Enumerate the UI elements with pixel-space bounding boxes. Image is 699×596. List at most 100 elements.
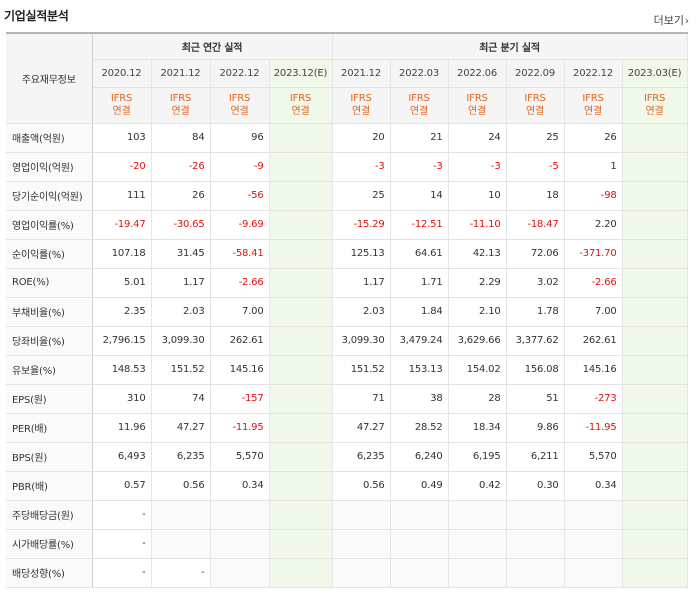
table-cell	[269, 268, 333, 298]
table-cell: 0.57	[92, 471, 152, 501]
table-row: EPS(원) 310 74 -157 71 38 28 51 -273	[6, 384, 688, 414]
ifrs-line2: 연결	[291, 106, 310, 117]
table-cell	[622, 239, 688, 269]
table-cell: 107.18	[92, 239, 152, 269]
table-cell: 72.06	[506, 239, 565, 269]
table-cell: 0.30	[506, 471, 565, 501]
table-cell: 1.17	[331, 268, 391, 298]
table-cell: 84	[151, 122, 211, 153]
row-label: 배당성향(%)	[6, 558, 93, 588]
table-cell: -26	[151, 152, 211, 182]
table-cell: 24	[448, 122, 507, 153]
table-row: PER(배) 11.96 47.27 -11.95 47.27 28.52 18.34 9.8…	[6, 413, 688, 443]
table-cell: 47.27	[331, 413, 391, 443]
ifrs-line2: 연결	[230, 106, 249, 117]
table-cell	[506, 529, 565, 559]
table-cell: -3	[448, 152, 507, 182]
table-cell	[269, 442, 333, 472]
row-label: 영업이익(억원)	[6, 152, 93, 182]
table-cell	[622, 181, 688, 211]
table-cell: -	[151, 558, 211, 588]
table-cell: 2.03	[151, 297, 211, 327]
table-cell: -	[92, 529, 152, 559]
table-cell: 26	[564, 122, 623, 153]
table-cell: 2.10	[448, 297, 507, 327]
ifrs-line2: 연결	[645, 106, 664, 117]
table-cell	[622, 558, 688, 588]
table-cell: -58.41	[210, 239, 270, 269]
table-cell	[448, 529, 507, 559]
ifrs-label: IFRS 연결	[448, 87, 507, 124]
period-header: 2022.12	[564, 59, 623, 88]
table-row: 매출액(억원) 103 84 96 20 21 24 25 26	[6, 122, 688, 153]
table-cell	[564, 500, 623, 530]
period-header: 2023.03(E)	[622, 59, 688, 88]
table-cell	[331, 529, 391, 559]
table-cell: 2.03	[331, 297, 391, 327]
table-cell: 28.52	[390, 413, 449, 443]
table-cell	[622, 471, 688, 501]
table-cell: 3.02	[506, 268, 565, 298]
ifrs-label: IFRS 연결	[92, 87, 152, 124]
table-row: BPS(원) 6,493 6,235 5,570 6,235 6,240 6,195 6,21…	[6, 442, 688, 472]
ifrs-line1: IFRS	[408, 93, 430, 104]
table-cell: 262.61	[564, 326, 623, 356]
table-cell	[390, 558, 449, 588]
table-cell	[390, 529, 449, 559]
table-cell: 1.78	[506, 297, 565, 327]
table-cell	[622, 500, 688, 530]
table-cell: 96	[210, 122, 270, 153]
table-cell: -157	[210, 384, 270, 414]
ifrs-line1: IFRS	[350, 93, 372, 104]
table-cell: 10	[448, 181, 507, 211]
row-label: ROE(%)	[6, 268, 93, 298]
table-cell	[622, 442, 688, 472]
table-cell: 2.35	[92, 297, 152, 327]
table-row: 당기순이익(억원) 111 26 -56 25 14 10 18 -98	[6, 181, 688, 211]
row-label: PER(배)	[6, 413, 93, 443]
table-cell: 310	[92, 384, 152, 414]
table-cell: -19.47	[92, 210, 152, 240]
table-cell	[622, 210, 688, 240]
table-cell: 145.16	[564, 355, 623, 385]
table-cell: 148.53	[92, 355, 152, 385]
table-cell	[564, 529, 623, 559]
table-row: 배당성향(%) - -	[6, 558, 688, 588]
annual-group-header: 최근 연간 실적	[92, 32, 333, 60]
row-label: BPS(원)	[6, 442, 93, 472]
table-cell: 1.71	[390, 268, 449, 298]
table-cell	[622, 529, 688, 559]
table-cell: 6,493	[92, 442, 152, 472]
table-cell	[622, 268, 688, 298]
table-cell: 47.27	[151, 413, 211, 443]
ifrs-label: IFRS 연결	[331, 87, 391, 124]
table-cell: -2.66	[564, 268, 623, 298]
table-cell: -2.66	[210, 268, 270, 298]
table-cell: -3	[390, 152, 449, 182]
row-label: PBR(배)	[6, 471, 93, 501]
ifrs-label: IFRS 연결	[564, 87, 623, 124]
section-title: 기업실적분석	[4, 9, 69, 23]
row-label: 영업이익률(%)	[6, 210, 93, 240]
table-cell: 71	[331, 384, 391, 414]
table-cell	[269, 297, 333, 327]
table-cell: 38	[390, 384, 449, 414]
table-cell	[269, 384, 333, 414]
more-link[interactable]: 더보기›	[654, 12, 689, 28]
table-cell	[269, 122, 333, 153]
table-cell: 156.08	[506, 355, 565, 385]
chevron-right-icon: ›	[685, 16, 689, 27]
table-cell: -	[92, 500, 152, 530]
table-cell: 25	[506, 122, 565, 153]
ifrs-line1: IFRS	[289, 93, 312, 104]
table-cell	[269, 355, 333, 385]
table-row: ROE(%) 5.01 1.17 -2.66 1.17 1.71 2.29 3.02 -2.66	[6, 268, 688, 298]
table-cell	[622, 297, 688, 327]
table-cell: 21	[390, 122, 449, 153]
table-cell: 6,240	[390, 442, 449, 472]
row-label: 당기순이익(억원)	[6, 181, 93, 211]
table-cell	[506, 558, 565, 588]
table-cell: 2.20	[564, 210, 623, 240]
table-cell: 151.52	[331, 355, 391, 385]
ifrs-line2: 연결	[526, 106, 545, 117]
